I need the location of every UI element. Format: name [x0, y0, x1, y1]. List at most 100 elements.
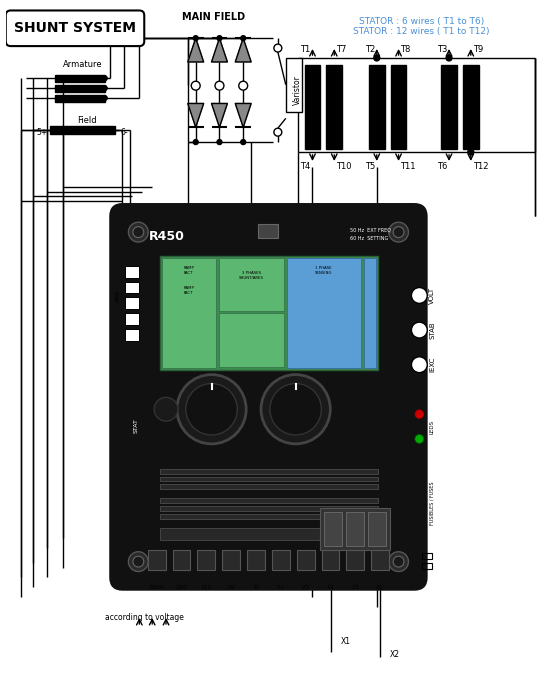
Text: X1: X1 — [327, 585, 335, 590]
FancyBboxPatch shape — [6, 11, 144, 46]
Circle shape — [102, 86, 107, 90]
Circle shape — [177, 375, 246, 444]
Circle shape — [261, 375, 330, 444]
Circle shape — [102, 96, 107, 101]
Bar — [364, 258, 376, 368]
Bar — [126, 281, 139, 294]
Text: T6: T6 — [437, 162, 447, 171]
Text: Field: Field — [77, 116, 97, 125]
Bar — [126, 266, 139, 277]
Bar — [160, 506, 378, 511]
Bar — [390, 65, 406, 149]
Bar — [286, 58, 301, 113]
Circle shape — [239, 81, 248, 90]
Circle shape — [393, 227, 404, 238]
Text: R450: R450 — [149, 230, 185, 242]
Text: SHUNT SYSTEM: SHUNT SYSTEM — [14, 22, 136, 35]
Bar — [368, 512, 385, 546]
Bar — [305, 65, 321, 149]
Circle shape — [215, 81, 224, 90]
Text: T2: T2 — [365, 45, 375, 54]
Text: 0V: 0V — [227, 585, 235, 590]
FancyBboxPatch shape — [111, 205, 426, 589]
Polygon shape — [211, 38, 227, 62]
Text: 110: 110 — [200, 585, 212, 590]
Text: 380V: 380V — [149, 585, 165, 590]
Circle shape — [217, 36, 222, 40]
Text: PMS: PMS — [115, 290, 120, 301]
Bar — [272, 549, 290, 570]
Bar — [55, 75, 105, 82]
Text: 3 PHASES
SHUNT/ARES: 3 PHASES SHUNT/ARES — [239, 271, 264, 280]
Text: T1: T1 — [300, 45, 311, 54]
Text: STAT: STAT — [134, 418, 139, 433]
Text: STATOR : 6 wires ( T1 to T6): STATOR : 6 wires ( T1 to T6) — [359, 17, 484, 26]
Text: 60 Hz  SETTING: 60 Hz SETTING — [350, 236, 388, 240]
Bar — [162, 258, 217, 368]
Text: Z2: Z2 — [301, 585, 310, 590]
Circle shape — [193, 140, 198, 144]
Text: Armature: Armature — [63, 60, 103, 70]
Circle shape — [393, 556, 404, 567]
Bar — [126, 329, 139, 341]
Text: STATOR : 12 wires ( T1 to T12): STATOR : 12 wires ( T1 to T12) — [353, 27, 490, 36]
Bar — [160, 468, 378, 474]
Bar — [324, 512, 342, 546]
Bar — [219, 313, 284, 367]
Text: Z1: Z1 — [351, 585, 359, 590]
Circle shape — [412, 288, 428, 303]
Bar — [287, 258, 361, 368]
Bar — [219, 258, 284, 311]
Text: VOLT: VOLT — [429, 287, 435, 304]
Text: T4: T4 — [300, 162, 311, 171]
Text: T9: T9 — [473, 45, 483, 54]
Text: 220: 220 — [176, 585, 187, 590]
Circle shape — [446, 55, 452, 61]
Circle shape — [270, 383, 322, 435]
Text: E-: E- — [253, 585, 259, 590]
Circle shape — [191, 81, 200, 90]
Polygon shape — [188, 38, 204, 62]
Text: T11: T11 — [401, 162, 416, 171]
Text: FUSIBLES / FUSES: FUSIBLES / FUSES — [430, 481, 435, 525]
Bar — [346, 512, 364, 546]
Text: 5+: 5+ — [36, 128, 48, 136]
Circle shape — [241, 36, 246, 40]
Circle shape — [412, 357, 428, 373]
Polygon shape — [188, 103, 204, 127]
Bar — [126, 298, 139, 309]
Circle shape — [415, 410, 424, 418]
Circle shape — [468, 149, 474, 155]
Bar — [55, 84, 105, 92]
Text: IEXC: IEXC — [429, 357, 435, 373]
Bar — [369, 65, 385, 149]
Bar — [327, 65, 342, 149]
Text: X2: X2 — [376, 585, 384, 590]
Polygon shape — [235, 103, 251, 127]
Text: RAMP
FACT: RAMP FACT — [183, 286, 194, 295]
Bar — [321, 508, 390, 549]
Bar — [258, 224, 278, 238]
Polygon shape — [235, 38, 251, 62]
Bar — [160, 477, 378, 481]
Bar — [50, 126, 115, 134]
Text: STAB: STAB — [429, 321, 435, 339]
Text: 1 PHASE
SENSING: 1 PHASE SENSING — [314, 267, 332, 275]
Text: T8: T8 — [401, 45, 411, 54]
Circle shape — [128, 222, 148, 242]
Circle shape — [374, 55, 380, 61]
Circle shape — [217, 140, 222, 144]
Text: T5: T5 — [365, 162, 375, 171]
Circle shape — [415, 435, 424, 443]
Bar — [222, 549, 240, 570]
Circle shape — [412, 322, 428, 338]
Text: T3: T3 — [437, 45, 447, 54]
Text: 6-: 6- — [121, 128, 128, 136]
Text: LEDS: LEDS — [430, 420, 435, 434]
Bar — [322, 549, 340, 570]
Text: T7: T7 — [336, 45, 347, 54]
Text: according to voltage: according to voltage — [105, 612, 183, 622]
Circle shape — [241, 140, 246, 144]
Circle shape — [389, 222, 408, 242]
Circle shape — [274, 44, 282, 52]
